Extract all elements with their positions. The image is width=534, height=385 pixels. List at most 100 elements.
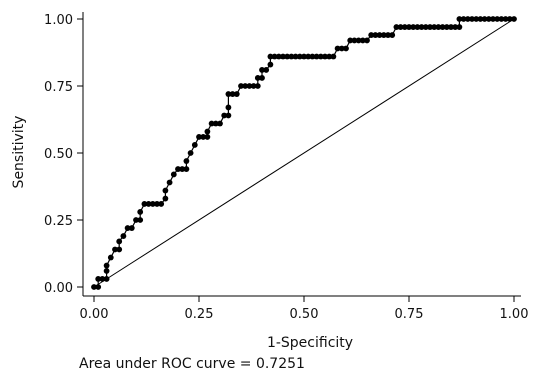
- roc-point: [267, 53, 274, 60]
- axes: 0.00 0.25 0.50 0.75 1.00 0.00 0.25 0.50 0.75 1.00: [44, 12, 528, 322]
- roc-point: [506, 16, 513, 22]
- roc-point: [301, 53, 307, 60]
- roc-point: [128, 225, 135, 231]
- y-tick-label: 0.25: [44, 214, 73, 229]
- roc-point: [280, 53, 286, 60]
- roc-point: [137, 209, 144, 215]
- roc-point: [166, 179, 173, 186]
- reference-diagonal-layer: [93, 18, 515, 288]
- x-tick-label: 0.00: [80, 307, 109, 322]
- roc-point: [259, 67, 265, 73]
- roc-point: [91, 284, 97, 290]
- roc-point: [217, 120, 223, 127]
- roc-point: [149, 201, 156, 207]
- roc-point: [317, 53, 324, 60]
- y-tick-label: 0.75: [44, 80, 73, 95]
- roc-point: [364, 37, 370, 44]
- roc-point: [238, 83, 244, 89]
- x-axis-title: 1-Specificity: [267, 335, 353, 351]
- roc-point: [469, 16, 475, 22]
- roc-point: [141, 201, 148, 207]
- roc-point: [225, 104, 232, 111]
- roc-point: [246, 83, 253, 89]
- roc-point: [204, 128, 211, 135]
- roc-point: [414, 24, 421, 30]
- roc-point: [477, 16, 484, 22]
- roc-point: [502, 16, 509, 22]
- roc-point: [137, 217, 144, 223]
- roc-point: [498, 16, 505, 22]
- roc-point: [221, 112, 228, 119]
- roc-point: [393, 24, 400, 30]
- auc-caption: Area under ROC curve = 0.7251: [79, 356, 305, 372]
- roc-point: [225, 91, 232, 97]
- roc-point: [485, 16, 492, 22]
- roc-point: [95, 276, 102, 282]
- roc-point: [494, 16, 501, 22]
- roc-point: [511, 16, 517, 22]
- reference-diagonal-line: [93, 18, 515, 288]
- roc-point: [460, 16, 467, 22]
- roc-point: [107, 254, 114, 261]
- roc-point: [196, 134, 202, 140]
- roc-point: [120, 233, 127, 239]
- roc-point: [225, 112, 232, 119]
- roc-point: [103, 262, 110, 269]
- roc-point: [343, 45, 349, 52]
- roc-point: [351, 37, 358, 44]
- x-tick-label: 1.00: [500, 307, 529, 322]
- roc-point: [464, 16, 471, 22]
- roc-point: [443, 24, 450, 30]
- roc-point: [347, 37, 354, 44]
- roc-point: [334, 45, 341, 52]
- roc-point: [95, 284, 102, 290]
- roc-points-layer: [91, 16, 517, 290]
- roc-point: [204, 134, 211, 140]
- roc-point: [116, 238, 123, 245]
- roc-point: [271, 53, 278, 60]
- roc-point: [288, 53, 295, 60]
- y-tick-label: 0.50: [44, 147, 73, 162]
- roc-point: [313, 53, 320, 60]
- roc-point: [154, 201, 160, 207]
- roc-point: [410, 24, 417, 30]
- roc-point: [355, 37, 362, 44]
- roc-point: [162, 195, 169, 202]
- roc-point: [330, 53, 337, 60]
- roc-point: [431, 24, 438, 30]
- roc-point: [170, 171, 177, 178]
- roc-point: [233, 91, 240, 97]
- roc-point: [250, 83, 257, 89]
- roc-point: [380, 32, 387, 38]
- roc-point: [284, 53, 291, 60]
- roc-point: [376, 32, 383, 38]
- roc-point: [158, 201, 165, 207]
- roc-point: [490, 16, 496, 22]
- x-tick-label: 0.75: [395, 307, 424, 322]
- roc-point: [254, 83, 261, 89]
- roc-point: [208, 120, 215, 127]
- roc-point: [326, 53, 333, 60]
- roc-point: [183, 158, 190, 164]
- roc-point: [183, 166, 190, 172]
- roc-point: [103, 268, 110, 274]
- roc-point: [435, 24, 442, 30]
- roc-point: [267, 61, 274, 68]
- roc-point: [191, 142, 198, 148]
- x-tick-label: 0.25: [185, 307, 214, 322]
- roc-point: [162, 187, 169, 194]
- roc-point: [422, 24, 429, 30]
- roc-point: [372, 32, 379, 38]
- roc-point: [229, 91, 236, 97]
- roc-point: [99, 276, 106, 282]
- y-tick-label: 0.00: [44, 281, 73, 296]
- roc-point: [385, 32, 391, 38]
- roc-point: [456, 24, 463, 30]
- roc-point: [133, 217, 139, 223]
- roc-point: [179, 166, 186, 172]
- x-tick-label: 0.50: [290, 307, 319, 322]
- roc-point: [145, 201, 152, 207]
- y-tick-label: 1.00: [44, 13, 73, 28]
- roc-point: [448, 24, 454, 30]
